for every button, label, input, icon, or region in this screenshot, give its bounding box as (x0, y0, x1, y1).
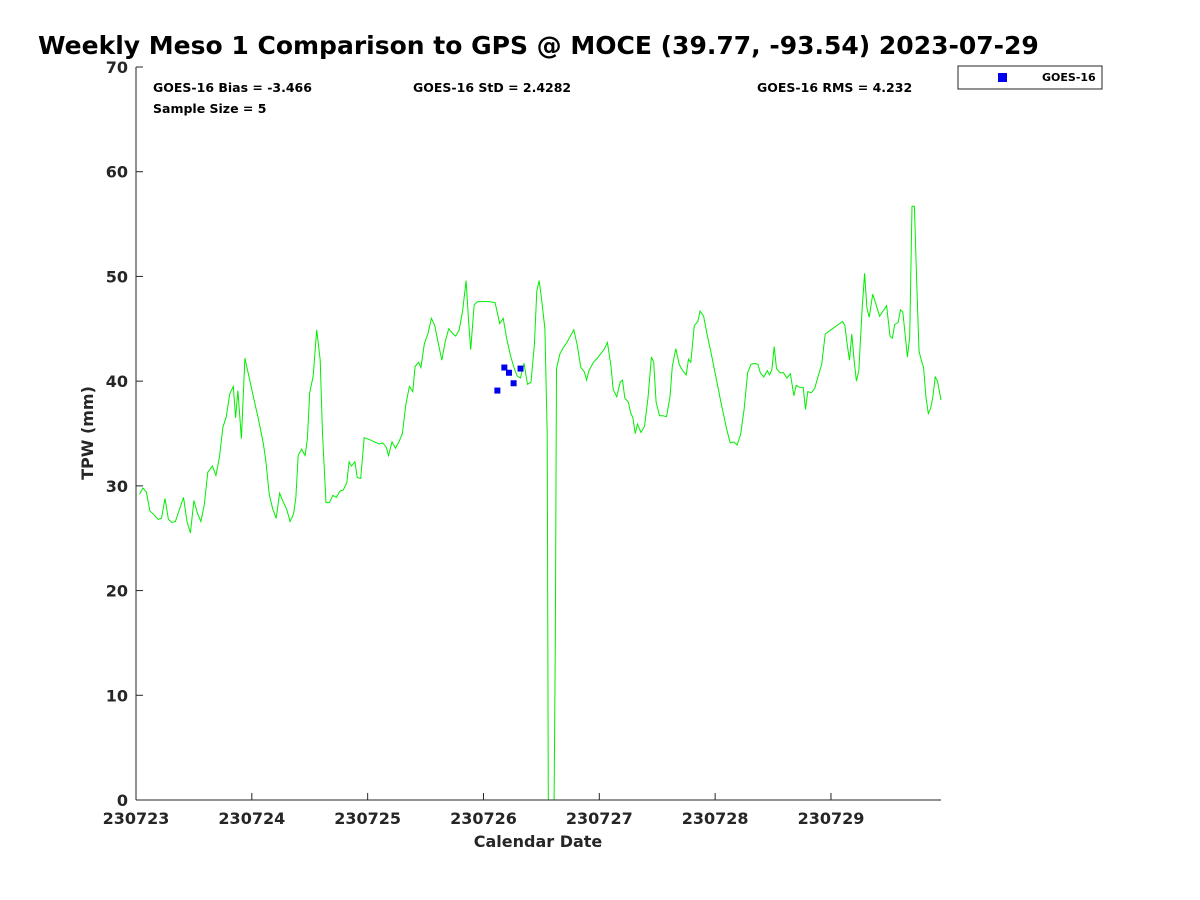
std-stat: GOES-16 StD = 2.4282 (413, 80, 571, 95)
y-ticks: 0 10 20 30 40 50 60 70 (106, 58, 143, 810)
goes-16-point (517, 365, 524, 372)
axes (135, 67, 941, 801)
chart-title: Weekly Meso 1 Comparison to GPS @ MOCE (… (38, 31, 1039, 60)
x-tick-label: 230725 (334, 809, 401, 828)
x-tick-label: 230729 (798, 809, 865, 828)
legend-box (957, 65, 1103, 90)
bias-stat: GOES-16 Bias = -3.466 (153, 80, 312, 95)
sample-size-stat: Sample Size = 5 (153, 101, 266, 116)
x-tick-label: 230728 (682, 809, 749, 828)
legend: GOES-16 (957, 65, 1103, 90)
goes-16-point (505, 369, 512, 376)
y-axis-label: TPW (mm) (78, 386, 97, 480)
goes-16-point (501, 364, 508, 371)
rms-stat: GOES-16 RMS = 4.232 (757, 80, 912, 95)
goes-16-point (494, 387, 501, 394)
y-tick-label: 60 (106, 163, 128, 182)
gps-tpw-line (139, 205, 942, 801)
x-tick-label: 230723 (103, 809, 170, 828)
x-tick-label: 230726 (450, 809, 517, 828)
x-tick-label: 230727 (566, 809, 633, 828)
y-tick-label: 0 (117, 791, 128, 810)
legend-label-goes-16: GOES-16 (1042, 71, 1096, 84)
goes-16-point (510, 380, 517, 387)
y-tick-label: 70 (106, 58, 128, 77)
legend-marker-goes-16 (998, 73, 1007, 82)
x-tick-label: 230724 (218, 809, 285, 828)
x-axis-label: Calendar Date (474, 832, 603, 851)
y-tick-label: 40 (106, 372, 128, 391)
y-tick-label: 30 (106, 477, 128, 496)
y-tick-label: 20 (106, 582, 128, 601)
y-tick-label: 50 (106, 267, 128, 286)
y-tick-label: 10 (106, 686, 128, 705)
plot-area (139, 205, 942, 801)
scatter-layer (494, 364, 524, 394)
x-ticks: 230723 230724 230725 230726 230727 230728 2307… (103, 793, 865, 828)
